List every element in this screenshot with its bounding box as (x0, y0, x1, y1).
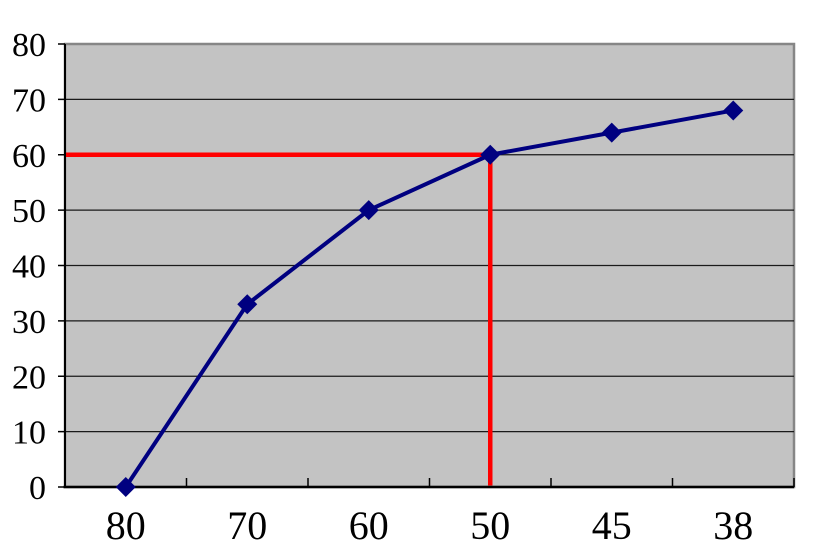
x-axis-label: 70 (227, 503, 267, 547)
series-line (123, 108, 736, 489)
data-point-marker-70 (237, 294, 258, 315)
y-axis-label: 20 (12, 359, 46, 396)
y-axis-label: 30 (12, 304, 46, 341)
y-axis-label: 60 (12, 138, 46, 175)
y-axis-label: 10 (12, 415, 46, 452)
y-axis-label: 70 (12, 82, 46, 119)
data-point-marker-38 (723, 100, 744, 121)
y-axis-label: 50 (12, 193, 46, 230)
x-axis-label: 50 (470, 503, 510, 547)
data-point-marker-80 (115, 477, 136, 497)
x-axis-label: 38 (713, 503, 753, 547)
x-axis-label: 45 (592, 503, 632, 547)
y-axis-label: 80 (12, 27, 46, 64)
data-point-marker-60 (358, 200, 379, 221)
data-point-marker-45 (601, 122, 622, 143)
y-axis-label: 0 (29, 470, 46, 507)
x-axis-label: 60 (349, 503, 389, 547)
y-axis-label: 40 (12, 249, 46, 286)
x-axis-label: 80 (106, 503, 146, 547)
data-point-marker-50 (480, 144, 501, 165)
